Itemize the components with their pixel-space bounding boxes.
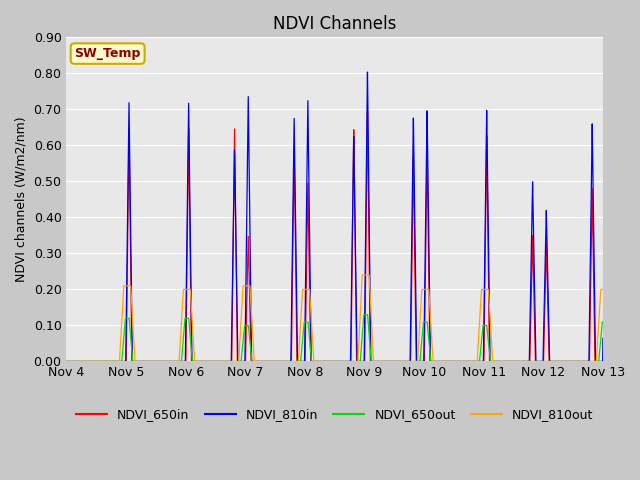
- NDVI_810in: [364, 69, 371, 75]
- NDVI_650in: [391, 359, 399, 364]
- NDVI_650out: [360, 312, 367, 318]
- Text: SW_Temp: SW_Temp: [74, 47, 141, 60]
- NDVI_650out: [599, 319, 607, 325]
- NDVI_650in: [590, 300, 598, 306]
- NDVI_650in: [63, 359, 70, 364]
- NDVI_650out: [391, 359, 399, 364]
- NDVI_810out: [399, 359, 406, 364]
- Title: NDVI Channels: NDVI Channels: [273, 15, 396, 33]
- NDVI_650out: [590, 359, 598, 364]
- Line: NDVI_810in: NDVI_810in: [67, 72, 603, 361]
- NDVI_650out: [93, 359, 101, 364]
- NDVI_810out: [93, 359, 101, 364]
- NDVI_810out: [391, 359, 399, 364]
- NDVI_810out: [206, 359, 214, 364]
- Y-axis label: NDVI channels (W/m2/nm): NDVI channels (W/m2/nm): [15, 117, 28, 282]
- NDVI_810in: [399, 359, 406, 364]
- NDVI_810in: [599, 336, 607, 341]
- NDVI_810out: [599, 287, 607, 292]
- NDVI_810out: [63, 359, 70, 364]
- NDVI_650in: [93, 359, 101, 364]
- NDVI_650out: [206, 359, 214, 364]
- NDVI_650in: [599, 359, 607, 364]
- Legend: NDVI_650in, NDVI_810in, NDVI_650out, NDVI_810out: NDVI_650in, NDVI_810in, NDVI_650out, NDV…: [71, 403, 598, 426]
- Line: NDVI_650in: NDVI_650in: [67, 112, 603, 361]
- NDVI_810in: [590, 255, 598, 261]
- NDVI_810in: [206, 359, 214, 364]
- NDVI_810out: [358, 272, 366, 278]
- NDVI_810in: [391, 359, 399, 364]
- NDVI_650in: [206, 359, 214, 364]
- NDVI_650out: [399, 359, 406, 364]
- Line: NDVI_650out: NDVI_650out: [67, 315, 603, 361]
- NDVI_810out: [590, 359, 598, 364]
- NDVI_810out: [486, 312, 493, 318]
- Line: NDVI_810out: NDVI_810out: [67, 275, 603, 361]
- NDVI_810in: [93, 359, 101, 364]
- NDVI_650out: [486, 354, 493, 360]
- NDVI_650in: [486, 359, 493, 364]
- NDVI_650out: [63, 359, 70, 364]
- NDVI_810in: [63, 359, 70, 364]
- NDVI_650in: [364, 109, 371, 115]
- NDVI_650in: [399, 359, 406, 364]
- NDVI_810in: [486, 353, 493, 359]
